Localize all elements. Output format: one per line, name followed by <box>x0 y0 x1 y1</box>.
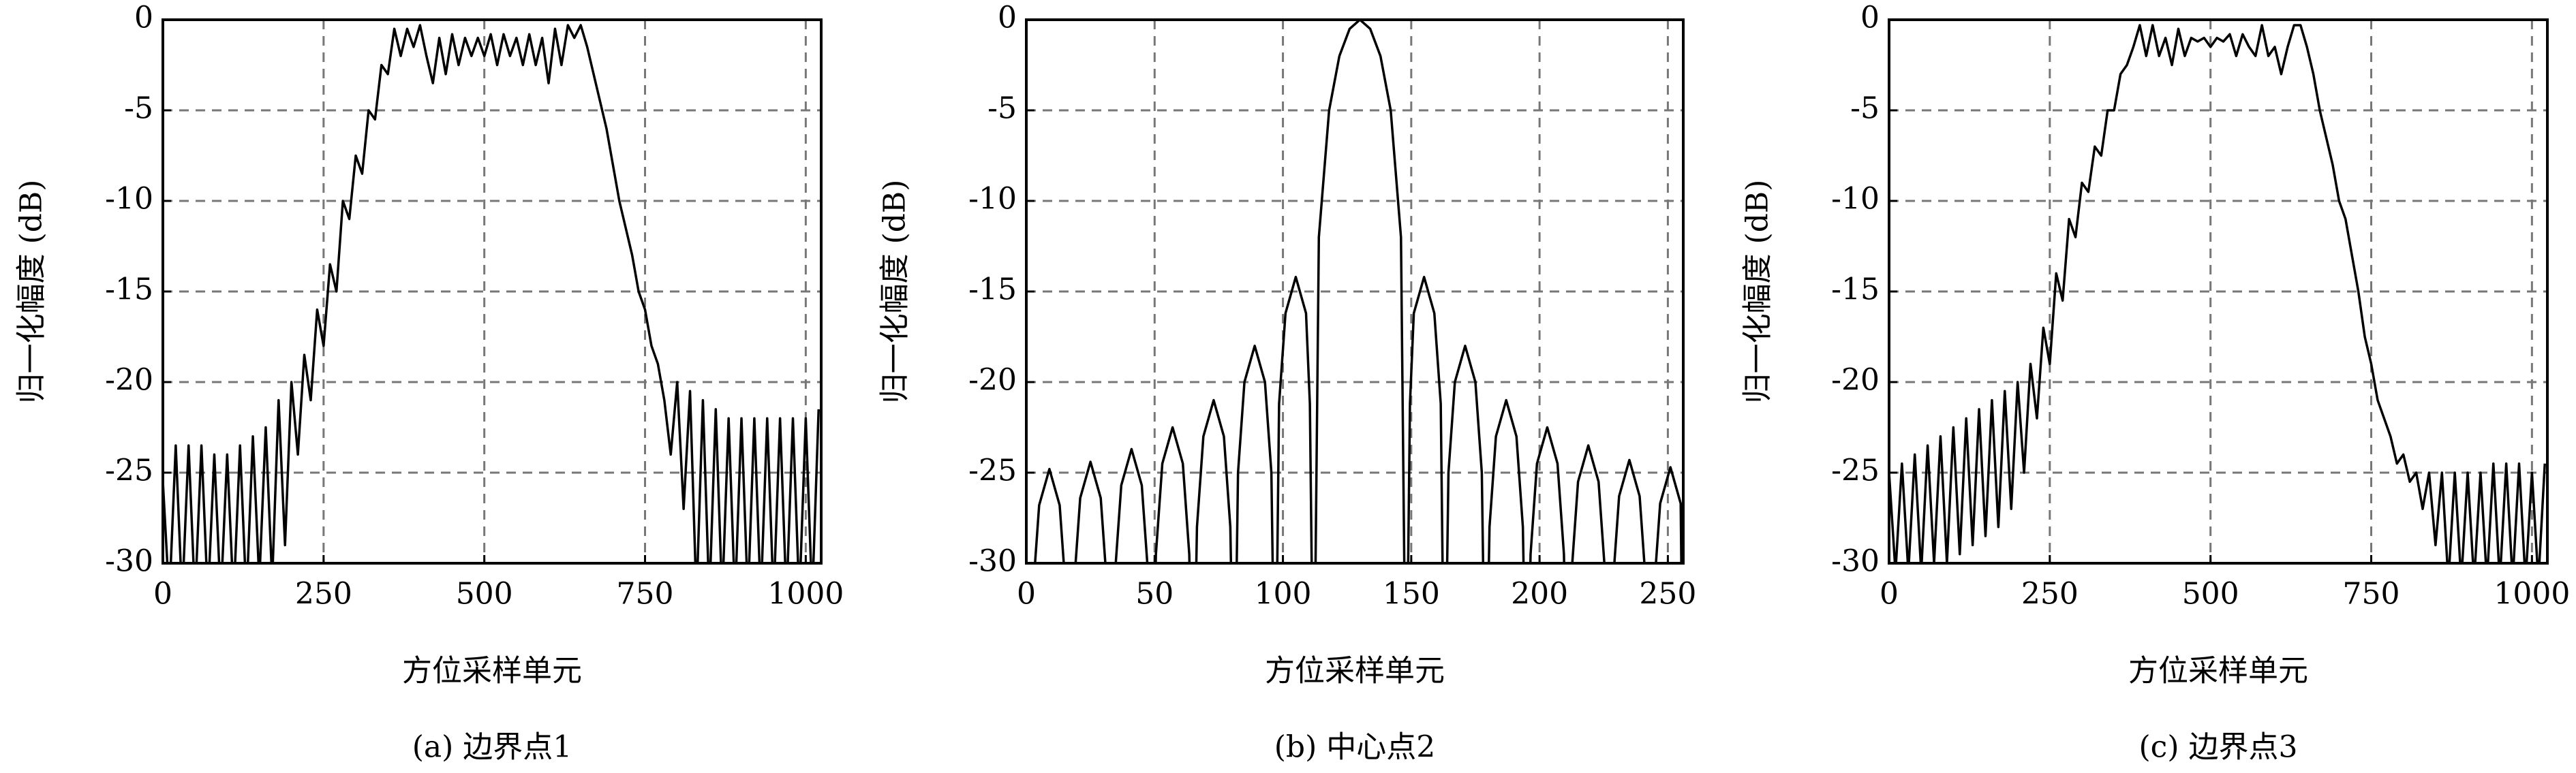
x-tick-label: 100 <box>1255 577 1312 612</box>
y-tick-label: -10 <box>968 182 1017 217</box>
y-tick-label: -20 <box>1831 363 1880 398</box>
y-tick-label: -25 <box>105 454 153 488</box>
y-tick-label: -30 <box>1831 544 1880 579</box>
y-tick-label: -30 <box>105 544 153 579</box>
y-tick-label: -15 <box>1831 272 1880 307</box>
y-tick-label: -15 <box>105 272 153 307</box>
y-tick-label: -25 <box>1831 454 1880 488</box>
x-tick-label: 500 <box>456 577 513 612</box>
x-tick-label: 250 <box>1639 577 1696 612</box>
y-tick-label: -15 <box>968 272 1017 307</box>
y-tick-label: -5 <box>987 91 1017 126</box>
x-axis-label: 方位采样单元 <box>2128 654 2308 689</box>
y-tick-label: -20 <box>968 363 1017 398</box>
y-tick-label: -5 <box>1850 91 1880 126</box>
x-tick-label: 1000 <box>2494 577 2570 612</box>
y-axis-label: 归一化幅度 (dB) <box>878 180 913 404</box>
caption: (c) 边界点3 <box>2139 730 2298 765</box>
panel: -30 -25 -20 -15 -10 -5 0 0 50 100 150 200 250 方位采样单元 归… <box>878 1 1697 765</box>
y-tick-label: -20 <box>105 363 153 398</box>
x-tick-label: 750 <box>2343 577 2400 612</box>
x-tick-label: 0 <box>153 577 172 612</box>
caption: (b) 中心点2 <box>1274 730 1435 765</box>
y-tick-label: -30 <box>968 544 1017 579</box>
plot-frame <box>1025 18 1685 565</box>
y-tick-label: -5 <box>124 91 153 126</box>
panel: -30 -25 -20 -15 -10 -5 0 0 250 500 750 1000 方位采样单元 归一… <box>14 1 844 765</box>
x-tick-label: 0 <box>1880 577 1899 612</box>
x-tick-label: 250 <box>2021 577 2079 612</box>
plot-frame <box>162 18 823 565</box>
x-tick-label: 0 <box>1017 577 1036 612</box>
y-tick-label: 0 <box>134 1 153 35</box>
line <box>1889 24 2546 563</box>
caption: (a) 边界点1 <box>412 730 572 765</box>
x-axis-label: 方位采样单元 <box>1265 654 1445 689</box>
y-axis-label: 归一化幅度 (dB) <box>14 180 49 404</box>
line <box>163 24 820 563</box>
x-tick-label: 250 <box>295 577 352 612</box>
y-tick-label: 0 <box>1860 1 1880 35</box>
x-tick-label: 150 <box>1383 577 1440 612</box>
y-tick-label: 0 <box>998 1 1017 35</box>
x-tick-label: 500 <box>2182 577 2239 612</box>
x-tick-label: 750 <box>617 577 674 612</box>
y-axis-label: 归一化幅度 (dB) <box>1741 180 1775 404</box>
y-tick-label: -25 <box>968 454 1017 488</box>
x-axis-label: 方位采样单元 <box>402 654 582 689</box>
x-tick-label: 50 <box>1135 577 1174 612</box>
line <box>1034 20 1683 563</box>
y-tick-label: -10 <box>1831 182 1880 217</box>
x-tick-label: 1000 <box>767 577 844 612</box>
y-tick-label: -10 <box>105 182 153 217</box>
x-tick-label: 200 <box>1511 577 1568 612</box>
plot-frame <box>1888 18 2549 565</box>
panel: -30 -25 -20 -15 -10 -5 0 0 250 500 750 1000 方位采样单元 归一… <box>1741 1 2571 765</box>
